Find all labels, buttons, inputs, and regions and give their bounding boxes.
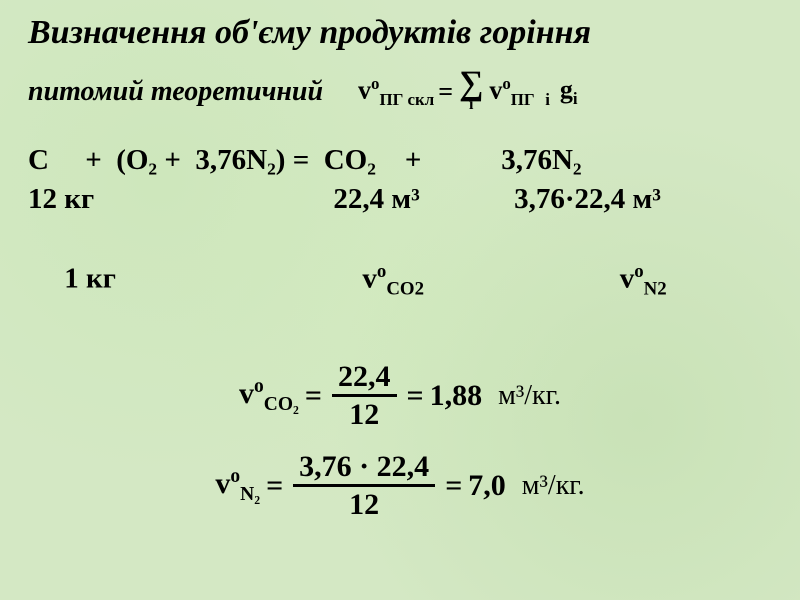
v-sub: CO₂ xyxy=(264,394,299,415)
line3-mid xyxy=(424,262,620,294)
denominator: 12 xyxy=(343,399,385,431)
vn2-term: voN2 xyxy=(620,259,667,302)
g-term: gi xyxy=(560,75,578,109)
v-symbol: v xyxy=(620,262,635,294)
v-symbol: v xyxy=(215,467,230,500)
fraction-bar xyxy=(332,394,397,397)
numerator: 3,76 · 22,4 xyxy=(293,451,435,483)
v-sub: ПГ скл xyxy=(379,90,434,109)
subtitle-row: питомий теоретичний voПГ скл = ∑ i voПГ … xyxy=(28,70,772,113)
lhs: voN₂ xyxy=(215,466,260,506)
equals-icon: = xyxy=(445,469,462,503)
fraction: 3,76 · 22,4 12 xyxy=(293,451,435,521)
rhs-term: voПГ i xyxy=(489,74,550,110)
v-sub: N₂ xyxy=(240,484,260,505)
fraction: 22,4 12 xyxy=(332,361,397,431)
v-sup: o xyxy=(634,261,643,282)
v-sup: o xyxy=(502,74,510,93)
lhs-term: voПГ скл xyxy=(358,74,434,110)
v-symbol: v xyxy=(239,377,254,410)
unit: м³/кг. xyxy=(498,380,561,412)
sigma-block: ∑ i xyxy=(459,70,483,113)
line3-prefix: 1 кг xyxy=(57,262,362,294)
v-symbol: v xyxy=(489,75,502,104)
reaction-line-1: С + (О₂ + 3,76N₂) = СО₂ + 3,76N₂ xyxy=(28,141,772,180)
g-sub: i xyxy=(573,89,578,108)
v-symbol: v xyxy=(362,262,377,294)
reaction-line-3: 1 кг voCO2 voN2 xyxy=(28,219,772,340)
result: 1,88 xyxy=(430,379,483,413)
v-sub: CO2 xyxy=(386,278,424,299)
sigma-icon: ∑ xyxy=(459,70,483,97)
v-sup: o xyxy=(377,261,386,282)
equals-icon: = xyxy=(305,379,322,413)
page-title: Визначення об'єму продуктів горіння xyxy=(28,14,772,52)
equals-icon: = xyxy=(407,379,424,413)
reaction-line-2: 12 кг 22,4 м³ 3,76·22,4 м³ xyxy=(28,180,772,219)
subtitle: питомий теоретичний xyxy=(28,76,358,108)
lhs: voCO₂ xyxy=(239,376,299,416)
v-sup: o xyxy=(230,466,240,487)
equals: = xyxy=(438,77,453,107)
fraction-bar xyxy=(293,484,435,487)
calc-co2: voCO₂ = 22,4 12 = 1,88 м³/кг. xyxy=(28,361,772,431)
g-symbol: g xyxy=(560,75,573,104)
sigma-index: i xyxy=(469,97,473,113)
unit: м³/кг. xyxy=(522,470,585,502)
denominator: 12 xyxy=(343,489,385,521)
result: 7,0 xyxy=(468,469,506,503)
equals-icon: = xyxy=(266,469,283,503)
idx-i: i xyxy=(545,90,550,109)
slide: Визначення об'єму продуктів горіння пито… xyxy=(0,0,800,541)
v-symbol: v xyxy=(358,75,371,104)
calc-n2: voN₂ = 3,76 · 22,4 12 = 7,0 м³/кг. xyxy=(28,451,772,521)
v-sub: N2 xyxy=(644,278,667,299)
v-sup: o xyxy=(254,376,264,397)
vco2-term: voCO2 xyxy=(362,259,424,302)
numerator: 22,4 xyxy=(332,361,397,393)
sum-formula: voПГ скл = ∑ i voПГ i gi xyxy=(358,70,578,113)
v-sub: ПГ xyxy=(511,90,535,109)
